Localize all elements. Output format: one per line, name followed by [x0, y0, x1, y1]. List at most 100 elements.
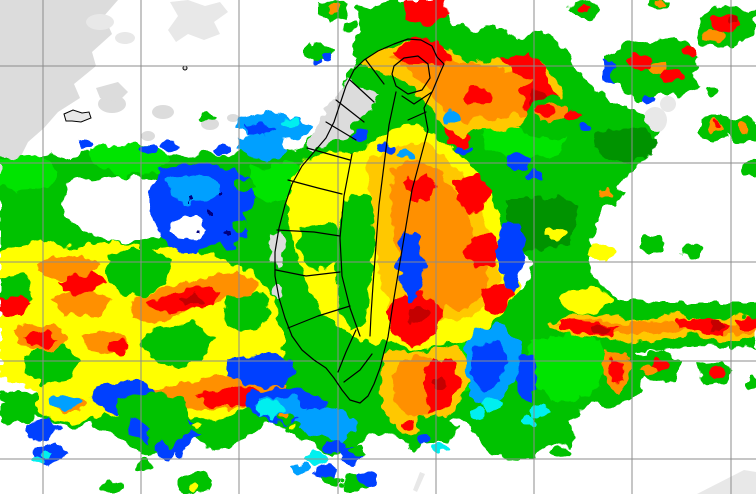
central-red-e1	[456, 174, 490, 214]
tr-cluster-orange	[704, 30, 724, 42]
swb-lightblue	[50, 395, 82, 409]
se-cyan-4	[470, 407, 486, 417]
se-cyan-1	[530, 406, 550, 418]
sw-orange-3	[52, 288, 112, 318]
sw-red-5	[24, 330, 58, 348]
bc-cyan-7	[432, 444, 448, 452]
ne-cluster-red3	[682, 47, 696, 57]
green-texture-dark2	[594, 126, 658, 162]
china-islet-d	[152, 105, 174, 119]
bc-blue-dot	[176, 444, 186, 460]
swb-green-mass	[118, 392, 190, 458]
west-green-sp1	[236, 179, 256, 193]
rc-red-6	[714, 121, 722, 127]
ne-cluster-red2	[662, 69, 682, 83]
swb-green-low	[133, 459, 153, 471]
south-blue-sp1	[324, 439, 348, 453]
north-cell-blue	[320, 54, 332, 62]
south-blue-3	[294, 406, 358, 440]
south-green-sp3	[323, 474, 341, 486]
necoast-blue-2	[454, 145, 470, 155]
bc-yellow-1	[191, 422, 201, 428]
wedge-south	[413, 472, 425, 492]
china-islet-e	[201, 118, 219, 130]
south-red-dot	[402, 419, 414, 429]
necoast-blue-1	[442, 111, 462, 125]
bc-green-6b	[552, 447, 568, 457]
south-lightblue-sp	[290, 463, 310, 473]
border-yunlin	[276, 229, 341, 237]
se-cyan-2	[520, 415, 536, 425]
bc-yellow-4	[288, 424, 296, 430]
eastband-darkred-2	[708, 322, 724, 330]
border-changhua	[287, 179, 343, 195]
matsu-island	[182, 65, 188, 71]
south-blue-sp3	[358, 474, 378, 486]
border-taipei-basin	[391, 55, 431, 95]
land-gap-west-coast	[269, 231, 285, 268]
sw-green-patch3	[24, 344, 80, 386]
rc-green-2	[640, 234, 664, 252]
corner-wedge-se	[697, 470, 756, 494]
west-dark-sp5	[196, 228, 200, 232]
swb-bluestreak-1	[128, 416, 152, 444]
eastband-darkred-1	[590, 325, 610, 333]
west-dark-sp2	[206, 212, 211, 217]
border-kaohsiung	[287, 305, 351, 329]
strait-speck-3	[162, 140, 178, 150]
sw-red-1	[58, 272, 108, 294]
ne-red-1	[392, 36, 452, 66]
eastcoast-blue2	[498, 220, 526, 292]
china-islet-a	[86, 14, 114, 30]
south-green-sp1	[350, 447, 366, 457]
mid-cluster-red2	[564, 110, 580, 122]
bl-blue-1	[28, 418, 60, 442]
east-yellow-2	[586, 244, 614, 260]
se-cyan-3	[482, 398, 502, 410]
china-coast	[0, 0, 118, 172]
bc-green-2	[10, 404, 30, 416]
bc-green-6	[544, 420, 576, 446]
rc-green-7	[707, 88, 717, 96]
border-taoyuan	[365, 59, 385, 85]
central-red-e2	[466, 232, 502, 268]
border-taichung-s	[306, 147, 351, 161]
sw-red-4	[0, 294, 32, 316]
tc-green-2	[342, 20, 358, 32]
rc-green-8	[743, 159, 756, 177]
west-dark-sp1	[190, 196, 195, 201]
strait-bluefield-cyan	[282, 118, 298, 126]
admin-borders-layer	[274, 38, 445, 404]
sw-green-patch4	[222, 292, 272, 332]
bc-orange-5	[282, 413, 290, 419]
strait-bluefield-c	[238, 134, 290, 162]
south-cyan-sp	[304, 451, 328, 465]
china-islet-b	[115, 32, 135, 44]
eastband-red-2	[676, 318, 730, 334]
border-ridge-inner	[339, 153, 361, 337]
rc-orange-5	[738, 123, 750, 133]
central-red-se	[480, 282, 514, 312]
tc-orange-1	[328, 3, 340, 13]
strait-speck-4	[78, 140, 90, 148]
mid-cluster-bluedot	[581, 124, 591, 132]
south-darkred	[433, 378, 447, 390]
strait-speck-2	[140, 142, 160, 154]
tc-orange-5	[656, 0, 664, 6]
se-blue-mass	[472, 340, 508, 392]
strait-speck-1	[214, 145, 230, 155]
tr-cluster-darkred	[727, 16, 737, 24]
south-cyan-1	[256, 398, 286, 420]
border-hsinchu	[349, 79, 375, 103]
bc-green-3	[178, 472, 212, 494]
border-pingtung	[343, 353, 373, 383]
cells-east-2r	[709, 367, 723, 377]
sw-darkred	[180, 295, 204, 305]
ne-cluster-red1	[629, 54, 653, 70]
border-miaoli	[335, 99, 365, 123]
se-red	[608, 360, 624, 382]
ne-cluster-bluedot	[642, 96, 654, 104]
land-gap-west-coast2	[272, 284, 282, 300]
